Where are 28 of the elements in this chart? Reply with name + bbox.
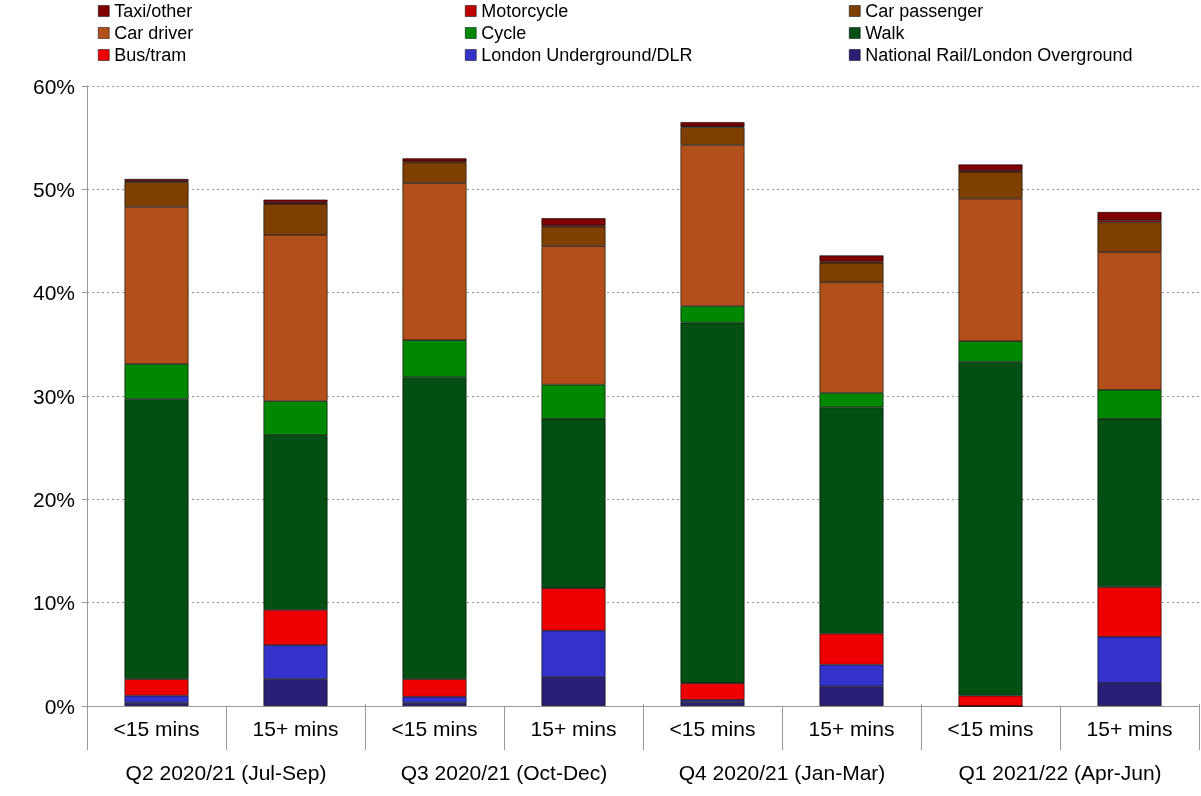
legend-label: Cycle [481, 23, 527, 43]
y-tick-label: 60% [32, 74, 75, 98]
x-tick-label: <15 mins [947, 717, 1034, 740]
legend-label: Motorcycle [481, 1, 569, 21]
legend-label: Taxi/other [114, 1, 193, 21]
legend-label: Bus/tram [114, 45, 187, 65]
x-tick-label: <15 mins [391, 717, 478, 740]
y-tick-label: 20% [32, 487, 75, 511]
legend-label: Car driver [114, 23, 194, 43]
legend-label: London Underground/DLR [481, 45, 693, 65]
y-tick-label: 30% [32, 384, 75, 408]
legend-label: National Rail/London Overground [865, 45, 1133, 65]
x-tick-label: 15+ mins [530, 717, 617, 740]
text: Q2 2020/21 (Jul-Sep) [125, 761, 327, 784]
y-tick-label: 40% [32, 281, 75, 305]
y-tick-label: 0% [44, 694, 75, 718]
text: Q1 2021/22 (Apr-Jun) [958, 761, 1162, 784]
x-tick-label: <15 mins [669, 717, 756, 740]
y-tick-label: 50% [32, 177, 75, 201]
x-tick-label: 15+ mins [808, 717, 895, 740]
x-tick-label: <15 mins [113, 717, 200, 740]
text: Q3 2020/21 (Oct-Dec) [400, 761, 608, 784]
text: Q4 2020/21 (Jan-Mar) [678, 761, 886, 784]
x-tick-label: 15+ mins [252, 717, 339, 740]
legend-label: Car passenger [865, 1, 984, 21]
x-tick-label: 15+ mins [1086, 717, 1173, 740]
legend-label: Walk [865, 23, 906, 43]
y-tick-label: 10% [32, 591, 75, 615]
